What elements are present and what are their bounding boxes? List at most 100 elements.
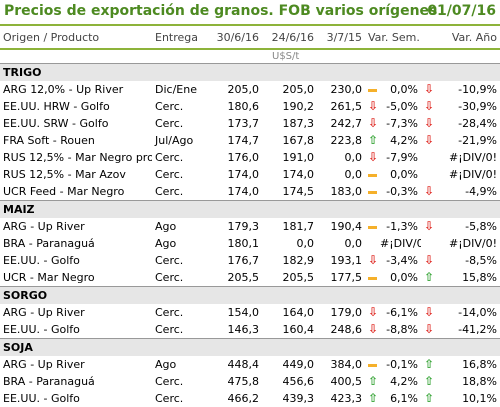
arrow-up-icon: ⇧: [368, 133, 377, 147]
table-row: BRA - Paranaguá Cerc. 475,8 456,6 400,5 ⇧ 4,2%…: [0, 373, 500, 390]
cell-price-3: 183,0: [330, 185, 363, 198]
table-row: ARG - Up River Ago 448,4 449,0 384,0 -0,1% ⇧ 16…: [0, 356, 500, 373]
cell-origin: ARG - Up River: [3, 358, 85, 371]
cell-price-2: 449,0: [282, 358, 315, 371]
cell-price-1: 154,0: [227, 306, 260, 319]
arrow-down-icon: ⇩: [368, 305, 377, 319]
cell-price-3: 0,0: [344, 168, 363, 181]
cell-var-ano: -5,8%: [465, 220, 498, 233]
cell-price-1: 179,3: [227, 220, 260, 233]
cell-var-ano: #¡DIV/0!: [449, 237, 498, 250]
cell-var-sem: 4,2%: [390, 375, 419, 388]
cell-var-sem: -3,4%: [386, 254, 419, 267]
cell-price-2: 174,5: [282, 185, 315, 198]
arrow-down-icon: ⇩: [424, 253, 435, 267]
cell-price-2: 191,0: [282, 151, 315, 164]
cell-var-ano: 15,8%: [462, 271, 498, 284]
cell-price-3: 190,4: [330, 220, 363, 233]
arrow-down-icon: ⇩: [368, 323, 377, 335]
cell-origin: EE.UU. - Golfo: [3, 392, 80, 405]
cell-var-sem: 0,0%: [390, 83, 419, 96]
cell-var-sem: 6,1%: [390, 392, 419, 405]
cell-year-indicator: ⇩: [421, 304, 435, 321]
cell-year-indicator: [421, 235, 435, 252]
cell-week-indicator: ⇩: [365, 321, 377, 339]
arrow-up-icon: ⇧: [368, 374, 377, 388]
header-date-1: 30/6/16: [212, 26, 262, 50]
unit-row: U$S/t: [0, 49, 500, 64]
flat-dash-icon: [368, 225, 377, 229]
table-row: EE.UU. - Golfo Cerc. 466,2 439,3 423,3 ⇧ 6,1% ⇧…: [0, 390, 500, 407]
header-date-3: 3/7/15: [317, 26, 365, 50]
arrow-down-icon: ⇩: [424, 305, 435, 319]
table-row: RUS 12,5% - Mar Azov Cerc. 174,0 174,0 0,0 0,…: [0, 166, 500, 183]
arrow-up-icon: ⇧: [424, 357, 435, 371]
arrow-down-icon: ⇩: [368, 150, 377, 164]
cell-delivery: Cerc.: [155, 271, 184, 284]
cell-delivery: Cerc.: [155, 323, 184, 336]
cell-year-indicator: ⇩: [421, 98, 435, 115]
cell-year-indicator: ⇧: [421, 356, 435, 373]
cell-delivery: Cerc.: [155, 392, 184, 405]
cell-price-2: 160,4: [282, 323, 315, 336]
cell-price-1: 176,0: [227, 151, 260, 164]
cell-var-ano: -10,9%: [458, 83, 498, 96]
cell-origin: ARG - Up River: [3, 220, 85, 233]
cell-delivery: Jul/Ago: [155, 134, 194, 147]
table-row: UCR Feed - Mar Negro Cerc. 174,0 174,5 183,0…: [0, 183, 500, 201]
arrow-down-icon: ⇩: [424, 184, 435, 198]
cell-price-3: 0,0: [344, 151, 363, 164]
cell-price-3: 248,6: [330, 323, 363, 336]
unit-label: U$S/t: [272, 51, 300, 62]
cell-var-sem: 0,0%: [390, 271, 419, 284]
cell-origin: ARG 12,0% - Up River: [3, 83, 124, 96]
arrow-up-icon: ⇧: [368, 391, 377, 405]
cell-price-1: 173,7: [227, 117, 260, 130]
cell-price-2: 0,0: [296, 237, 315, 250]
cell-week-indicator: [365, 166, 377, 183]
cell-origin: ARG - Up River: [3, 306, 85, 319]
cell-price-2: 190,2: [282, 100, 315, 113]
cell-year-indicator: ⇧: [421, 269, 435, 287]
cell-price-3: 400,5: [330, 375, 363, 388]
section-header: SORGO: [0, 286, 500, 304]
cell-var-ano: -21,9%: [458, 134, 498, 147]
table-row: RUS 12,5% - Mar Negro prof. Cerc. 176,0 191…: [0, 149, 500, 166]
cell-var-ano: -41,2%: [458, 323, 498, 336]
cell-year-indicator: ⇩: [421, 115, 435, 132]
cell-var-ano: -8,5%: [465, 254, 498, 267]
arrow-down-icon: ⇩: [368, 99, 377, 113]
cell-var-sem: #¡DIV/0!: [380, 237, 422, 250]
cell-var-sem: -0,1%: [386, 358, 419, 371]
cell-var-ano: -28,4%: [458, 117, 498, 130]
cell-week-indicator: ⇩: [365, 115, 377, 132]
table-row: EE.UU. - Golfo Cerc. 176,7 182,9 193,1 ⇩ -3,4%…: [0, 252, 500, 269]
section-label: TRIGO: [0, 63, 500, 81]
cell-origin: EE.UU. HRW - Golfo: [3, 100, 110, 113]
arrow-up-icon: ⇧: [424, 374, 435, 388]
table-row: ARG - Up River Ago 179,3 181,7 190,4 -1,3% ⇩ -5…: [0, 218, 500, 235]
cell-price-3: 230,0: [330, 83, 363, 96]
header-origin: Origen / Producto: [0, 26, 152, 50]
table-row: UCR - Mar Negro Cerc. 205,5 205,5 177,5 0,0% ⇧…: [0, 269, 500, 287]
cell-var-ano: -4,9%: [465, 185, 498, 198]
cell-origin: EE.UU. - Golfo: [3, 323, 80, 336]
cell-var-ano: 18,8%: [462, 375, 498, 388]
cell-week-indicator: [365, 81, 377, 98]
cell-year-indicator: ⇧: [421, 390, 435, 407]
cell-week-indicator: ⇧: [365, 390, 377, 407]
flat-dash-icon: [368, 173, 377, 177]
header-delivery: Entrega: [152, 26, 212, 50]
flat-dash-icon: [368, 363, 377, 367]
prices-table: Origen / Producto Entrega 30/6/16 24/6/1…: [0, 26, 500, 407]
cell-price-3: 193,1: [330, 254, 363, 267]
cell-price-2: 439,3: [282, 392, 315, 405]
cell-var-ano: -30,9%: [458, 100, 498, 113]
cell-price-1: 205,0: [227, 83, 260, 96]
cell-origin: RUS 12,5% - Mar Negro prof.: [3, 151, 152, 164]
cell-origin: FRA Soft - Rouen: [3, 134, 95, 147]
cell-price-1: 174,0: [227, 168, 260, 181]
cell-week-indicator: [365, 356, 377, 373]
arrow-down-icon: ⇩: [424, 322, 435, 336]
cell-price-1: 205,5: [227, 271, 260, 284]
